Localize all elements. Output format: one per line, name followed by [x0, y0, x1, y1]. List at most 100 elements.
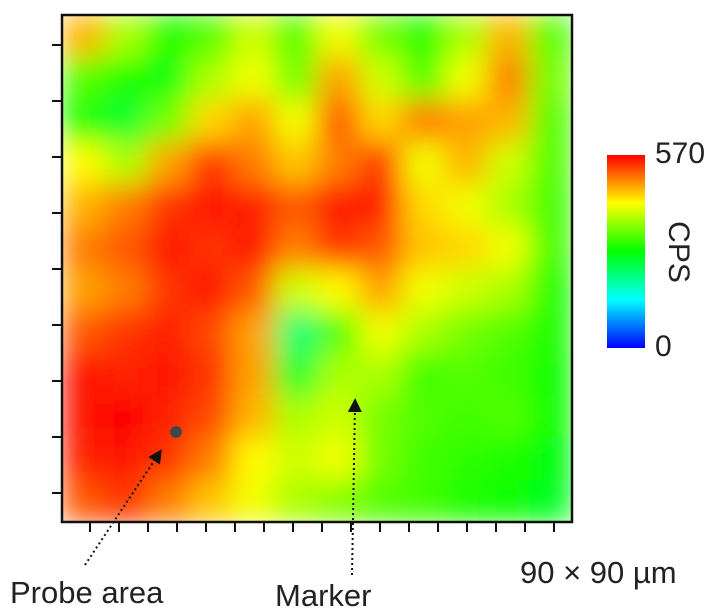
heatmap-cell: [359, 99, 403, 143]
heatmap-cell: [189, 57, 233, 100]
heatmap-cell: [444, 395, 488, 438]
heatmap-cell: [359, 226, 403, 269]
heatmap-cell: [104, 15, 148, 58]
heatmap-cell: [359, 479, 403, 522]
plot-area: [62, 15, 572, 522]
heatmap-cell: [529, 141, 572, 185]
colorbar: [607, 155, 645, 348]
heatmap: [62, 15, 572, 522]
heatmap-cell: [317, 268, 360, 312]
heatmap-cell: [232, 57, 275, 100]
heatmap-cell: [274, 226, 318, 269]
heatmap-cell: [529, 268, 572, 312]
heatmap-cell: [232, 15, 275, 58]
heatmap-cell: [62, 479, 105, 522]
heatmap-cell: [189, 15, 233, 58]
heatmap-cell: [147, 141, 190, 185]
heatmap-cell: [317, 57, 360, 100]
heatmap-cell: [529, 353, 572, 396]
heatmap-cell: [104, 226, 148, 269]
heatmap-cell: [62, 395, 105, 438]
heatmap-cell: [359, 310, 403, 354]
heatmap-cell: [104, 479, 148, 522]
heatmap-cell: [402, 141, 445, 185]
heatmap-cell: [487, 99, 530, 143]
axis-ticks: [52, 44, 555, 532]
heatmap-cell: [232, 141, 275, 185]
heatmap-cell: [487, 141, 530, 185]
heatmap-cell: [232, 268, 275, 312]
heatmap-cell: [444, 479, 488, 522]
heatmap-cell: [147, 437, 190, 481]
heatmap-cell: [62, 353, 105, 396]
heatmap-cell: [359, 141, 403, 185]
heatmap-cell: [147, 99, 190, 143]
heatmap-cell: [487, 395, 530, 438]
heatmap-cell: [444, 437, 488, 481]
heatmap-cell: [359, 437, 403, 481]
heatmap-cell: [232, 353, 275, 396]
heatmap-cell: [317, 395, 360, 438]
heatmap-cell: [487, 353, 530, 396]
heatmap-cell: [189, 353, 233, 396]
heatmap-cell: [529, 437, 572, 481]
heatmap-cell: [62, 310, 105, 354]
heatmap-cell: [274, 353, 318, 396]
scale-label: 90 × 90 µm: [520, 555, 677, 590]
heatmap-cell: [147, 226, 190, 269]
heatmap-cell: [359, 57, 403, 100]
heatmap-cell: [402, 99, 445, 143]
heatmap-cell: [487, 310, 530, 354]
colorbar-tick-label: 0: [655, 330, 672, 363]
heatmap-cell: [104, 268, 148, 312]
heatmap-cell: [359, 353, 403, 396]
colorbar-label: CPS: [662, 221, 695, 283]
heatmap-cell: [529, 15, 572, 58]
heatmap-cell: [189, 437, 233, 481]
heatmap-cell: [317, 184, 360, 227]
probe-dot: [170, 426, 182, 438]
heatmap-cell: [232, 395, 275, 438]
heatmap-cell: [62, 268, 105, 312]
heatmap-cell: [402, 15, 445, 58]
heatmap-cell: [189, 99, 233, 143]
heatmap-cell: [529, 226, 572, 269]
heatmap-cell: [232, 479, 275, 522]
heatmap-cell: [62, 226, 105, 269]
heatmap-cell: [274, 184, 318, 227]
heatmap-cell: [104, 353, 148, 396]
heatmap-cell: [402, 57, 445, 100]
heatmap-cell: [274, 141, 318, 185]
heatmap-cell: [232, 99, 275, 143]
heatmap-cell: [104, 437, 148, 481]
heatmap-cell: [104, 310, 148, 354]
heatmap-cell: [274, 395, 318, 438]
heatmap-cell: [529, 479, 572, 522]
heatmap-cell: [317, 310, 360, 354]
heatmap-cell: [444, 99, 488, 143]
heatmap-cell: [189, 310, 233, 354]
heatmap-cell: [274, 479, 318, 522]
heatmap-cell: [274, 310, 318, 354]
heatmap-cell: [529, 395, 572, 438]
heatmap-cell: [487, 268, 530, 312]
heatmap-cell: [359, 268, 403, 312]
heatmap-cell: [402, 184, 445, 227]
heatmap-cell: [104, 395, 148, 438]
heatmap-cell: [189, 268, 233, 312]
heatmap-cell: [147, 353, 190, 396]
heatmap-cell: [402, 268, 445, 312]
heatmap-cell: [62, 57, 105, 100]
heatmap-cell: [104, 184, 148, 227]
colorbar-tick-label: 570: [655, 137, 705, 170]
heatmap-cell: [274, 57, 318, 100]
heatmap-cell: [147, 268, 190, 312]
heatmap-cell: [104, 57, 148, 100]
heatmap-cell: [232, 310, 275, 354]
heatmap-cell: [529, 99, 572, 143]
heatmap-cell: [402, 437, 445, 481]
heatmap-cell: [232, 226, 275, 269]
heatmap-cell: [444, 268, 488, 312]
heatmap-cell: [317, 479, 360, 522]
